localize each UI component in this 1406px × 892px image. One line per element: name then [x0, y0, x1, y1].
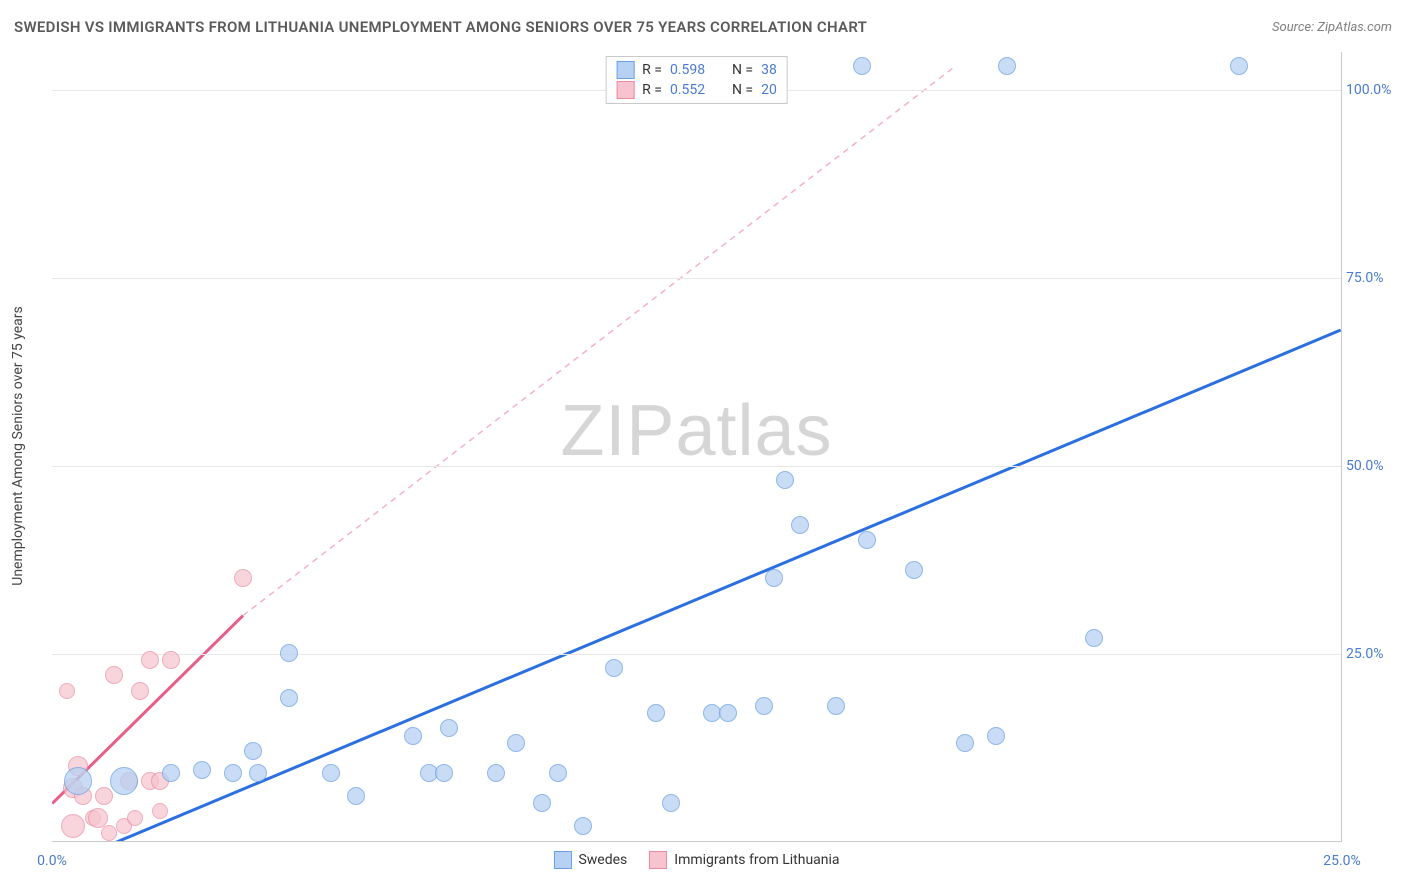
lithuania-point	[131, 682, 149, 700]
swatch-swedes-icon	[553, 851, 571, 869]
swatch-lithuania-icon	[649, 851, 667, 869]
legend-row-swedes: R = 0.598 N = 38	[616, 60, 777, 80]
swedes-point	[827, 697, 845, 715]
swedes-point	[956, 734, 974, 752]
swedes-point	[791, 516, 809, 534]
swedes-point	[420, 764, 438, 782]
swedes-point	[533, 794, 551, 812]
lithuania-point	[151, 772, 169, 790]
y-tick-label: 50.0%	[1346, 458, 1401, 474]
y-tick-label: 25.0%	[1346, 646, 1401, 662]
x-tick-label: 25.0%	[1323, 853, 1361, 869]
swedes-point	[162, 764, 180, 782]
swedes-point	[1085, 629, 1103, 647]
swedes-point	[347, 787, 365, 805]
lithuania-point	[88, 808, 108, 828]
plot-area: ZIPatlas R = 0.598 N = 38 R = 0.552 N = …	[52, 52, 1342, 842]
swedes-point	[719, 704, 737, 722]
watermark: ZIPatlas	[560, 390, 832, 472]
y-tick-label: 75.0%	[1346, 270, 1401, 286]
swedes-point	[244, 742, 262, 760]
lithuania-point	[120, 772, 138, 790]
swedes-point	[404, 727, 422, 745]
series-legend: Swedes Immigrants from Lithuania	[553, 851, 839, 869]
y-tick-label: 100.0%	[1346, 82, 1401, 98]
swedes-point	[765, 569, 783, 587]
lithuania-point	[85, 810, 101, 826]
gridline	[52, 278, 1341, 279]
lithuania-point	[68, 756, 88, 776]
lithuania-point	[63, 778, 83, 798]
swedes-point	[574, 817, 592, 835]
lithuania-point	[234, 569, 252, 587]
swedes-point	[487, 764, 505, 782]
swedes-point	[853, 57, 871, 75]
swedes-point	[280, 689, 298, 707]
swedes-point	[435, 764, 453, 782]
gridline	[52, 466, 1341, 467]
swedes-point	[110, 767, 138, 795]
legend-item-lithuania: Immigrants from Lithuania	[649, 851, 839, 869]
chart-title: SWEDISH VS IMMIGRANTS FROM LITHUANIA UNE…	[14, 18, 867, 36]
swedes-point	[755, 697, 773, 715]
legend-item-swedes: Swedes	[553, 851, 627, 869]
swedes-point	[647, 704, 665, 722]
lithuania-point	[61, 814, 85, 838]
swedes-point	[249, 764, 267, 782]
lithuania-point	[74, 787, 92, 805]
gridline	[52, 654, 1341, 655]
swedes-point	[987, 727, 1005, 745]
y-axis-title: Unemployment Among Seniors over 75 years	[10, 306, 26, 586]
swedes-point	[905, 561, 923, 579]
lithuania-point	[59, 683, 75, 699]
swedes-point	[605, 659, 623, 677]
lithuania-point	[141, 772, 159, 790]
swedes-point	[703, 704, 721, 722]
swedes-point	[776, 471, 794, 489]
swedes-point	[193, 761, 211, 779]
swedes-point	[1230, 57, 1248, 75]
swedes-point	[64, 767, 92, 795]
lithuania-point	[95, 787, 113, 805]
swedes-point	[998, 57, 1016, 75]
trend-lines	[52, 52, 1341, 841]
lithuania-point	[105, 666, 123, 684]
swedes-point	[440, 719, 458, 737]
lithuania-point	[152, 803, 168, 819]
legend-row-lithuania: R = 0.552 N = 20	[616, 80, 777, 100]
source-label: Source: ZipAtlas.com	[1272, 20, 1392, 35]
correlation-legend: R = 0.598 N = 38 R = 0.552 N = 20	[605, 56, 788, 104]
swedes-point	[549, 764, 567, 782]
x-tick-label: 0.0%	[37, 853, 67, 869]
swatch-lithuania	[616, 81, 634, 99]
swedes-point	[507, 734, 525, 752]
swedes-point	[662, 794, 680, 812]
swedes-point	[858, 531, 876, 549]
swedes-point	[224, 764, 242, 782]
swatch-swedes	[616, 61, 634, 79]
swedes-point	[322, 764, 340, 782]
lithuania-point	[127, 810, 143, 826]
lithuania-point	[116, 818, 132, 834]
lithuania-point	[101, 825, 117, 841]
